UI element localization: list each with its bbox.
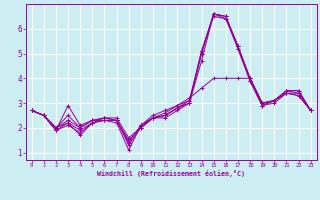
X-axis label: Windchill (Refroidissement éolien,°C): Windchill (Refroidissement éolien,°C)	[97, 170, 245, 177]
